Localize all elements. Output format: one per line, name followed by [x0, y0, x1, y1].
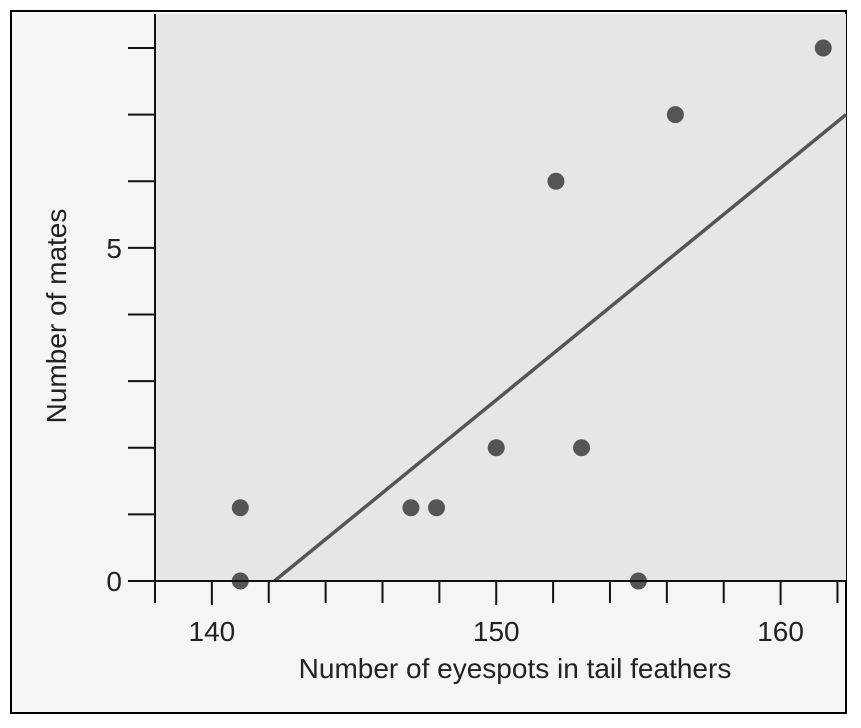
y-tick-label-0: 0: [106, 566, 122, 597]
data-point-6: [573, 439, 591, 457]
x-axis-title: Number of eyespots in tail feathers: [299, 653, 732, 684]
x-tick-label-160: 160: [757, 616, 804, 647]
trend-line: [273, 113, 848, 583]
y-axis-title: Number of mates: [41, 209, 72, 424]
data-point-5: [547, 172, 565, 190]
data-point-3: [428, 499, 446, 517]
data-point-4: [487, 439, 505, 457]
x-tick-label-150: 150: [473, 616, 520, 647]
x-tick-label-140: 140: [189, 616, 236, 647]
y-tick-label-5: 5: [106, 233, 122, 264]
data-point-2: [402, 499, 420, 517]
plot-area: [155, 14, 846, 581]
data-point-9: [814, 39, 832, 57]
data-point-8: [666, 106, 684, 124]
data-point-0: [231, 499, 249, 517]
